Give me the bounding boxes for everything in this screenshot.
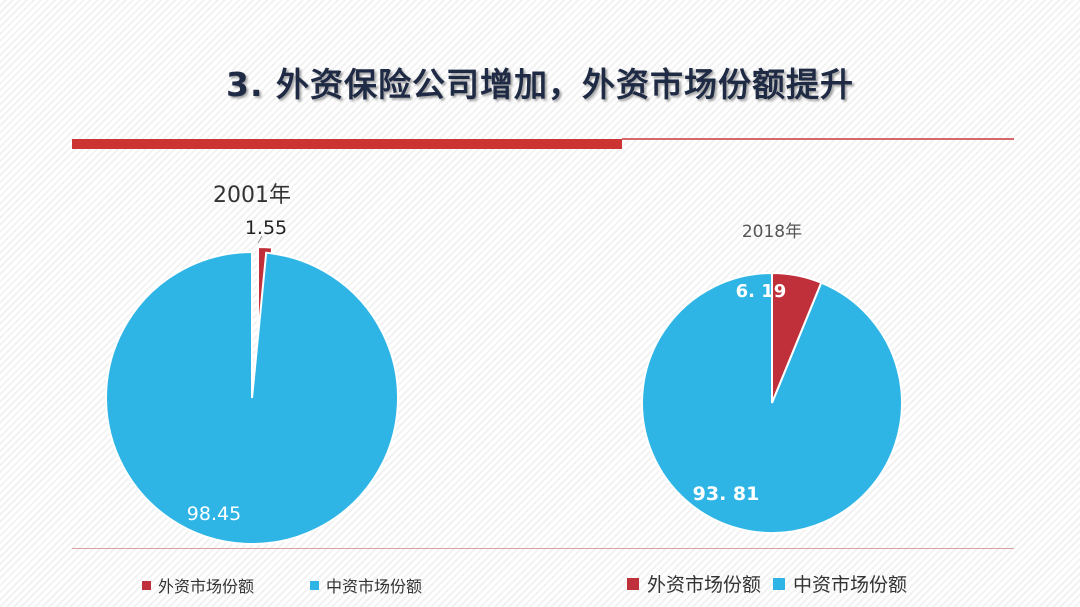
legend-item-domestic: 中资市场份额 [310, 573, 422, 597]
slide-title: 3. 外资保险公司增加，外资市场份额提升 [226, 65, 854, 104]
legend-swatch-domestic [310, 580, 320, 590]
data-label-domestic-2018: 93. 81 [693, 483, 760, 505]
legend-2018: 外资市场份额 中资市场份额 [627, 570, 907, 597]
chart-title-2018: 2018年 [742, 222, 802, 242]
data-label-domestic-2001: 98.45 [187, 503, 241, 525]
legend-label-domestic: 中资市场份额 [793, 574, 908, 596]
legend-swatch-foreign [142, 580, 151, 590]
legend-item-foreign: 外资市场份额 [142, 573, 254, 597]
legend-label-foreign: 外资市场份额 [158, 577, 255, 596]
legend-item-domestic: 中资市场份额 [773, 570, 907, 597]
legend-swatch-foreign [627, 577, 639, 590]
legend-swatch-domestic [773, 577, 786, 590]
title-underline-thin [622, 138, 1014, 140]
pie-slice-domestic-1 [641, 271, 903, 534]
pie-chart-2018: 2018年 6. 19 93. 81 [641, 222, 903, 534]
legend-label-domestic: 中资市场份额 [326, 577, 423, 596]
legend-label-foreign: 外资市场份额 [647, 574, 762, 596]
chart-title-2001: 2001年 [213, 183, 291, 208]
legend-2001: 外资市场份额 中资市场份额 [142, 573, 422, 597]
title-underline-thick [72, 139, 622, 149]
data-label-foreign-2018: 6. 19 [736, 281, 787, 302]
pie-slice-domestic-0 [105, 250, 399, 545]
leader-line-2001 [257, 235, 263, 244]
data-label-foreign-2001: 1.55 [245, 217, 287, 239]
pie-chart-2001: 2001年 1.55 98.45 [105, 183, 399, 545]
bottom-divider [72, 548, 1014, 549]
legend-item-foreign: 外资市场份额 [627, 570, 761, 597]
